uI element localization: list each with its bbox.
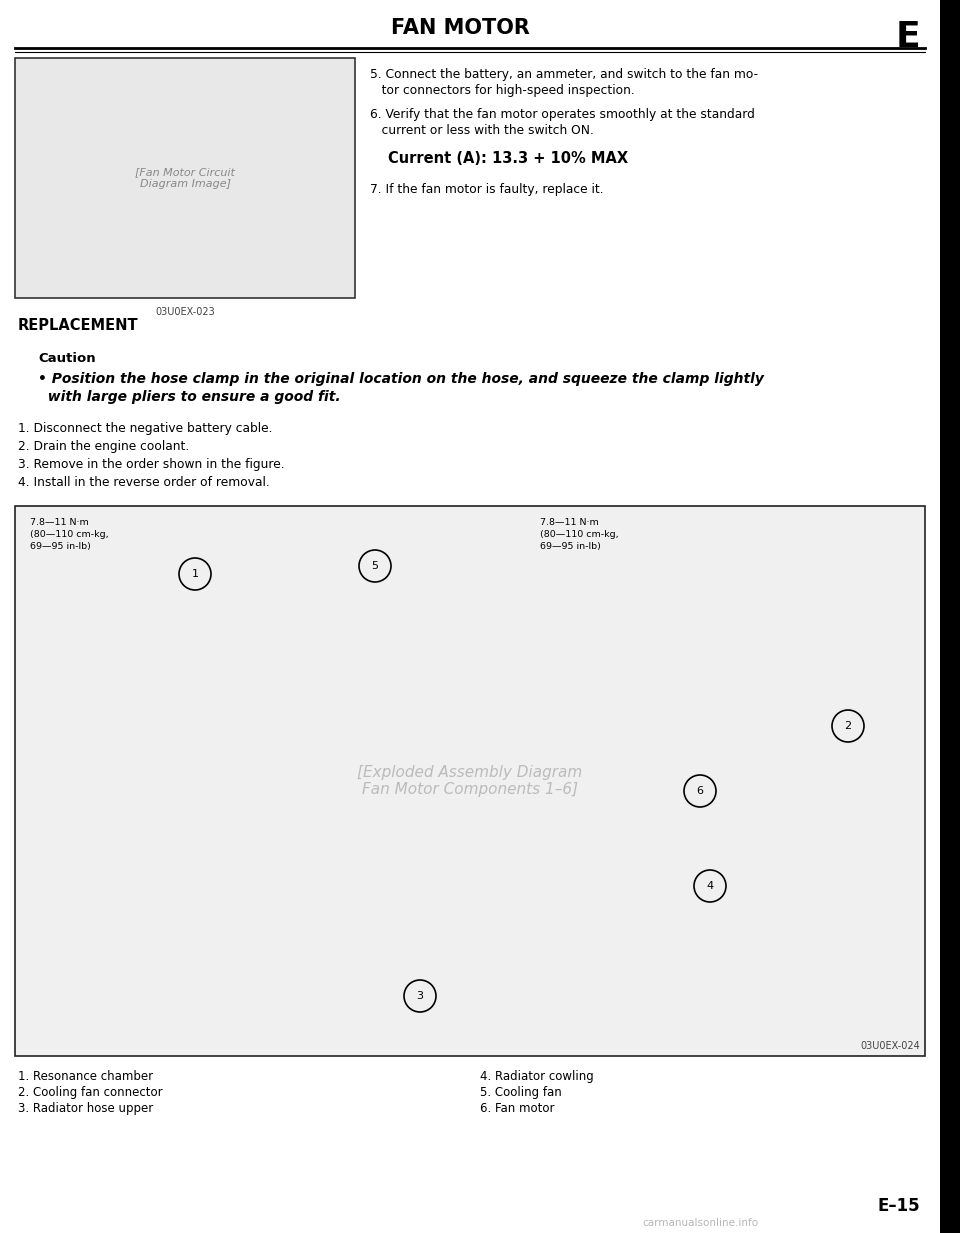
- Text: 03U0EX-024: 03U0EX-024: [860, 1041, 920, 1051]
- Text: 1. Resonance chamber: 1. Resonance chamber: [18, 1070, 154, 1083]
- Text: E: E: [896, 20, 920, 54]
- Bar: [940, 0, 960, 1233]
- Text: 4. Radiator cowling: 4. Radiator cowling: [480, 1070, 593, 1083]
- Text: 3. Remove in the order shown in the figure.: 3. Remove in the order shown in the figu…: [18, 457, 284, 471]
- Text: 4. Install in the reverse order of removal.: 4. Install in the reverse order of remov…: [18, 476, 270, 490]
- Text: 2. Cooling fan connector: 2. Cooling fan connector: [18, 1086, 162, 1099]
- Text: 2. Drain the engine coolant.: 2. Drain the engine coolant.: [18, 440, 189, 453]
- Text: E–15: E–15: [877, 1197, 920, 1215]
- Text: 3: 3: [417, 991, 423, 1001]
- Text: current or less with the switch ON.: current or less with the switch ON.: [370, 125, 594, 137]
- Text: 7.8—11 N·m: 7.8—11 N·m: [540, 518, 599, 526]
- Text: 03U0EX-023: 03U0EX-023: [156, 307, 215, 317]
- Text: 2: 2: [845, 721, 852, 731]
- Text: 6. Fan motor: 6. Fan motor: [480, 1102, 555, 1115]
- Text: [Exploded Assembly Diagram
Fan Motor Components 1–6]: [Exploded Assembly Diagram Fan Motor Com…: [357, 764, 583, 798]
- Bar: [15, 58, 355, 298]
- Text: REPLACEMENT: REPLACEMENT: [18, 318, 138, 333]
- Text: (80—110 cm-kg,: (80—110 cm-kg,: [540, 530, 618, 539]
- Text: 5: 5: [372, 561, 378, 571]
- Text: 7.8—11 N·m: 7.8—11 N·m: [30, 518, 88, 526]
- Text: 7. If the fan motor is faulty, replace it.: 7. If the fan motor is faulty, replace i…: [370, 184, 604, 196]
- Text: 1: 1: [191, 568, 199, 580]
- Text: 1. Disconnect the negative battery cable.: 1. Disconnect the negative battery cable…: [18, 422, 273, 435]
- Text: 5. Cooling fan: 5. Cooling fan: [480, 1086, 562, 1099]
- Text: • Position the hose clamp in the original location on the hose, and squeeze the : • Position the hose clamp in the origina…: [38, 372, 764, 386]
- Text: 4: 4: [707, 882, 713, 891]
- Text: Current (A): 13.3 + 10% MAX: Current (A): 13.3 + 10% MAX: [388, 152, 628, 166]
- Text: 6. Verify that the fan motor operates smoothly at the standard: 6. Verify that the fan motor operates sm…: [370, 109, 755, 121]
- Text: 5. Connect the battery, an ammeter, and switch to the fan mo-: 5. Connect the battery, an ammeter, and …: [370, 68, 758, 81]
- Text: carmanualsonline.info: carmanualsonline.info: [642, 1218, 758, 1228]
- Text: 69—95 in-lb): 69—95 in-lb): [30, 543, 91, 551]
- Text: FAN MOTOR: FAN MOTOR: [391, 18, 529, 38]
- Text: tor connectors for high-speed inspection.: tor connectors for high-speed inspection…: [370, 84, 635, 97]
- Text: 6: 6: [697, 785, 704, 797]
- Text: Caution: Caution: [38, 351, 96, 365]
- Text: 69—95 in-lb): 69—95 in-lb): [540, 543, 601, 551]
- Bar: [15, 506, 925, 1055]
- Text: (80—110 cm-kg,: (80—110 cm-kg,: [30, 530, 108, 539]
- Text: [Fan Motor Circuit
Diagram Image]: [Fan Motor Circuit Diagram Image]: [135, 168, 235, 189]
- Text: 3. Radiator hose upper: 3. Radiator hose upper: [18, 1102, 154, 1115]
- Text: with large pliers to ensure a good fit.: with large pliers to ensure a good fit.: [38, 390, 341, 404]
